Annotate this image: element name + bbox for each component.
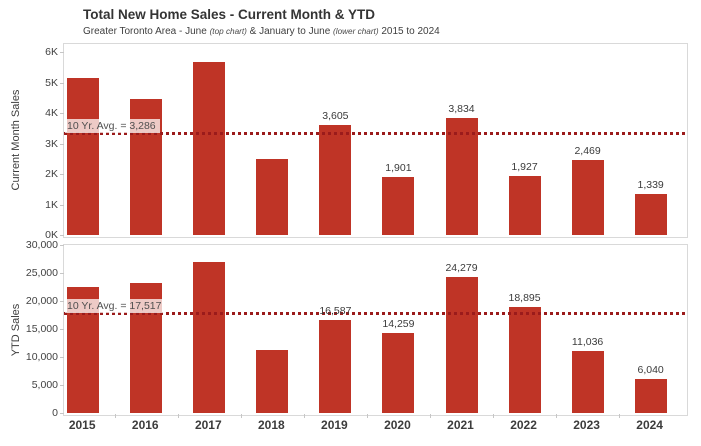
bar-value-label: 2,469	[574, 144, 601, 157]
x-label-2023: 2023	[573, 418, 600, 432]
x-label-2024: 2024	[636, 418, 663, 432]
y-tick-mark	[60, 204, 64, 206]
bar-value-label: 11,036	[571, 336, 604, 349]
ten-year-average-line	[64, 131, 687, 135]
x-tick-mark	[303, 414, 305, 418]
bar-2021[interactable]	[445, 277, 478, 413]
y-tick-mark	[60, 413, 64, 414]
y-tick-label: 0K	[45, 229, 58, 241]
bar-2020[interactable]	[382, 333, 415, 413]
x-tick-mark	[429, 414, 431, 418]
y-tick-label: 6K	[45, 46, 58, 58]
y-tick-label: 4K	[45, 107, 58, 119]
y-tick-label: 10,000	[25, 351, 58, 363]
bar-value-label: 16,587	[319, 305, 352, 318]
bar-2020[interactable]	[382, 177, 415, 235]
x-label-2018: 2018	[257, 418, 285, 432]
subtitle-segment: 2015 to 2024	[378, 26, 440, 37]
bar-2024[interactable]	[634, 379, 667, 413]
bar-2017[interactable]	[193, 261, 226, 413]
ten-year-average-label: 10 Yr. Avg. = 3,286	[65, 118, 160, 133]
x-label-2022: 2022	[510, 418, 537, 432]
y-tick-mark	[60, 113, 64, 114]
bar-2015[interactable]	[67, 78, 100, 235]
x-tick-mark	[556, 414, 558, 418]
y-tick-mark	[60, 52, 64, 53]
ten-year-average-label: 10 Yr. Avg. = 17,517	[65, 298, 166, 313]
y-tick-label: 0	[52, 407, 58, 419]
bar-value-label: 24,279	[445, 262, 478, 275]
y-tick-mark	[60, 357, 64, 358]
y-tick-mark	[60, 143, 64, 145]
bar-2022[interactable]	[508, 307, 541, 413]
y-tick-mark	[60, 235, 64, 236]
y-tick-mark	[60, 273, 64, 274]
x-tick-mark	[114, 414, 116, 418]
y-tick-label: 2K	[45, 168, 58, 180]
bar-2023[interactable]	[571, 351, 604, 413]
x-tick-mark	[177, 414, 179, 418]
y-tick-mark	[60, 301, 64, 302]
x-label-2021: 2021	[447, 418, 474, 432]
bar-value-label: 1,901	[385, 162, 412, 175]
ten-year-average-line	[64, 311, 687, 315]
y-tick-label: 3K	[45, 137, 58, 150]
y-tick-label: 15,000	[25, 323, 58, 335]
bar-2018[interactable]	[256, 159, 289, 235]
subtitle-note-top-chart: (top chart)	[209, 27, 247, 36]
y-tick-label: 20,000	[25, 295, 58, 307]
y-tick-mark	[60, 82, 64, 84]
bar-2024[interactable]	[634, 194, 667, 235]
bar-value-label: 3,605	[322, 110, 349, 123]
bar-value-label: 1,339	[637, 179, 664, 192]
bar-2018[interactable]	[256, 350, 289, 413]
x-label-2020: 2020	[384, 418, 411, 432]
y-tick-label: 5K	[45, 76, 58, 89]
subtitle-segment: & January to June	[246, 26, 334, 37]
y-tick-mark	[60, 329, 64, 330]
y-tick-label: 25,000	[25, 267, 58, 279]
x-label-2017: 2017	[194, 418, 222, 432]
chart-subtitle: Greater Toronto Area - June (top chart) …	[83, 26, 440, 37]
x-tick-mark	[493, 414, 495, 418]
bar-2017[interactable]	[193, 61, 226, 235]
y-tick-mark	[60, 174, 64, 175]
y-tick-label: 1K	[45, 198, 58, 211]
x-label-2016: 2016	[131, 418, 159, 432]
bar-value-label: 14,259	[382, 318, 415, 331]
bar-2019[interactable]	[319, 125, 352, 235]
bar-2021[interactable]	[445, 118, 478, 235]
bar-value-label: 6,040	[637, 364, 664, 377]
bar-2022[interactable]	[508, 176, 541, 235]
bar-value-label: 3,834	[448, 103, 475, 116]
x-label-2015: 2015	[68, 418, 96, 432]
x-label-2019: 2019	[321, 418, 348, 432]
bar-2023[interactable]	[571, 159, 604, 235]
y-tick-label: 5,000	[31, 379, 58, 391]
x-tick-mark	[240, 414, 242, 418]
bar-value-label: 18,895	[508, 292, 541, 305]
x-tick-mark	[366, 414, 368, 418]
y-tick-mark	[60, 245, 64, 246]
subtitle-note-lower-chart: (lower chart)	[333, 27, 379, 36]
y-tick-label: 30,000	[25, 239, 58, 251]
x-tick-mark	[619, 414, 621, 418]
current-month-sales-chart: 0K 1K 2K 3K 4K 5K 6K 3,605 1,901 3,834 1,927 2,469 1…	[45, 43, 688, 241]
bar-2019[interactable]	[319, 320, 352, 413]
y-tick-mark	[60, 385, 64, 386]
ytd-sales-chart: 0 5,000 10,000 15,000 20,000 25,000 30,000 16,5…	[26, 239, 688, 419]
bar-value-label: 1,927	[511, 161, 538, 174]
chart-title: Total New Home Sales - Current Month & Y…	[83, 7, 376, 22]
subtitle-segment: Greater Toronto Area - June	[83, 26, 210, 37]
